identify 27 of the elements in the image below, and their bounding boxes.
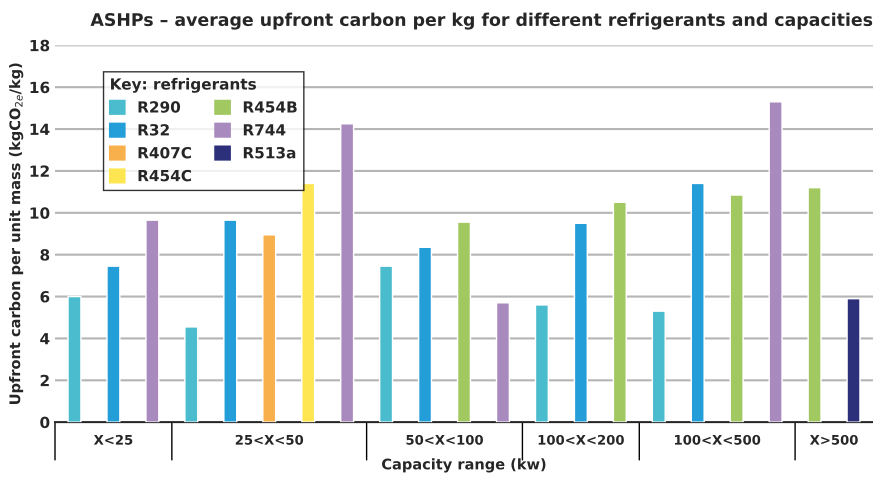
legend-label: R744 [244,124,286,136]
x-tick-label: 100<X<200 [538,434,624,445]
legend-label: R290 [138,101,180,113]
x-tick-label: 50<X<100 [406,434,483,445]
y-tick-label: 4 [40,333,50,344]
legend-label: R513a [244,146,296,159]
y-tick-label: 0 [40,416,50,428]
legend-label: R32 [138,124,169,136]
x-tick-label: 25<X<50 [236,434,304,445]
legend-label: R454C [138,170,192,182]
x-tick-label: X>500 [810,434,858,445]
legend-title: Key: refrigerants [111,78,256,93]
chart-title: ASHPs – average upfront carbon per kg for different refrigerants and capacities [90,12,872,30]
y-tick-label: 8 [40,249,50,261]
y-tick-label: 18 [30,40,50,52]
x-tick-label: X<25 [94,434,132,445]
y-tick-label: 10 [30,207,50,219]
y-axis-title: Upfront carbon per unit mass (kgCO$_{2e}$/kg) [9,63,24,404]
y-tick-label: 12 [30,165,49,177]
x-axis-title: Capacity range (kw) [382,458,546,472]
y-tick-label: 14 [30,124,50,135]
legend-label: R407C [138,146,192,159]
y-tick-label: 16 [30,82,50,94]
x-tick-label: 100<X<500 [674,434,760,445]
y-tick-label: 6 [40,291,50,303]
legend-label: R454B [244,101,297,113]
y-tick-label: 2 [40,374,49,386]
